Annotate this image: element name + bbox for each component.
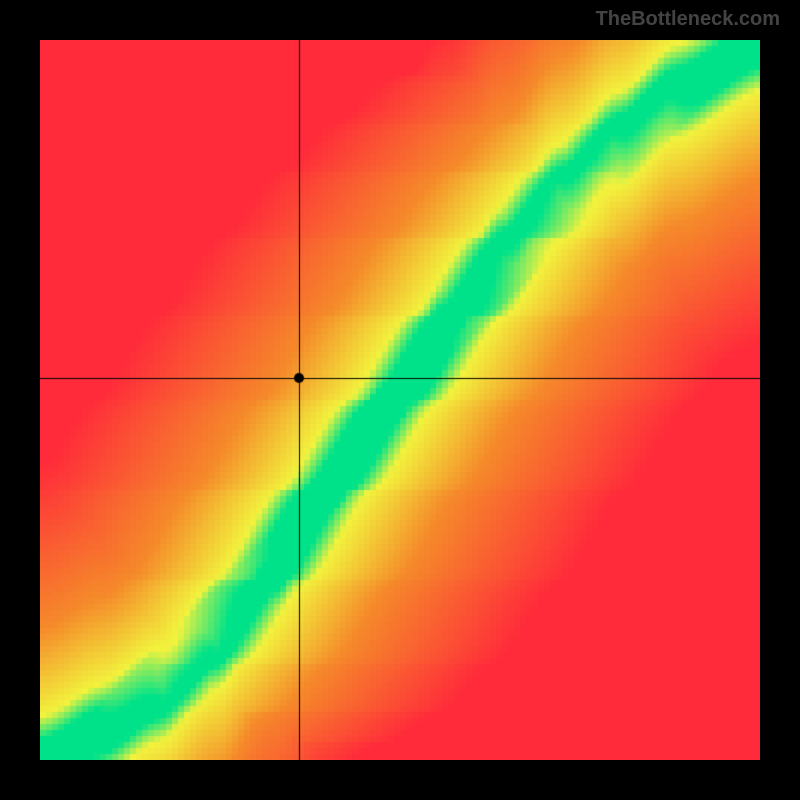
bottleneck-heatmap xyxy=(40,40,760,760)
chart-container: TheBottleneck.com xyxy=(0,0,800,800)
watermark-text: TheBottleneck.com xyxy=(596,8,780,31)
